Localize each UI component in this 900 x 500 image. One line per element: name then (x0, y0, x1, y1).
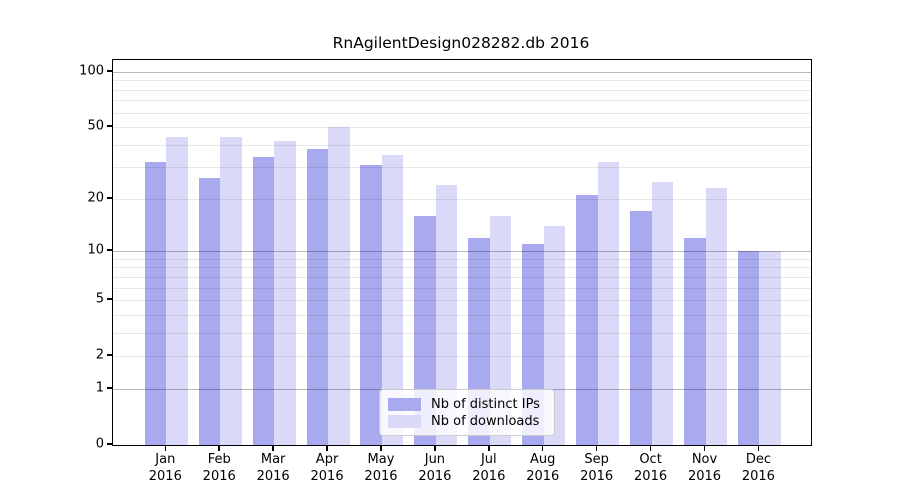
bar-distinct-ips-sep (576, 195, 598, 445)
gridline-y-30 (113, 167, 811, 169)
gridline-y-70 (113, 100, 811, 102)
y-tick-50 (107, 125, 112, 127)
y-tick-1 (107, 387, 112, 389)
x-tick-label-feb: Feb 2016 (202, 452, 236, 484)
y-tick-100 (107, 70, 112, 72)
bar-downloads-dec (759, 251, 781, 445)
legend-swatch-downloads-icon (388, 414, 421, 428)
x-tick-may (380, 445, 382, 451)
y-tick-5 (107, 298, 112, 300)
x-tick-mar (272, 445, 274, 451)
y-tick-label-50: 50 (87, 118, 104, 134)
x-tick-jan (164, 445, 167, 451)
y-tick-label-10: 10 (87, 242, 104, 258)
bar-downloads-jul (489, 215, 512, 445)
gridline-y-7 (113, 276, 811, 278)
gridline-y-60 (113, 112, 811, 114)
y-tick-label-5: 5 (95, 291, 104, 307)
legend-item-downloads: Nb of downloads (388, 413, 546, 429)
bar-distinct-ips-jun (414, 215, 436, 445)
y-tick-2 (107, 354, 112, 356)
x-tick-label-jan: Jan 2016 (148, 452, 182, 484)
bar-downloads-feb (220, 137, 242, 445)
bar-distinct-ips-dec (737, 251, 760, 445)
bar-downloads-may (381, 155, 404, 445)
bar-downloads-nov (705, 188, 727, 445)
x-tick-dec (757, 445, 760, 451)
y-tick-20 (107, 197, 112, 199)
x-tick-label-jun: Jun 2016 (418, 452, 452, 484)
bar-distinct-ips-oct (630, 211, 652, 445)
x-tick-label-may: May 2016 (364, 452, 398, 484)
x-tick-sep (595, 445, 598, 451)
x-tick-label-dec: Dec 2016 (741, 452, 775, 484)
bar-distinct-ips-nov (684, 237, 706, 445)
y-tick-label-1: 1 (95, 380, 104, 396)
x-tick-aug (541, 445, 544, 451)
y-tick-label-0: 0 (95, 436, 104, 452)
bar-downloads-apr (328, 127, 350, 445)
x-tick-label-apr: Apr 2016 (310, 452, 344, 484)
x-tick-nov (703, 445, 706, 451)
legend-item-distinct-ips: Nb of distinct IPs (388, 396, 546, 412)
y-tick-label-2: 2 (95, 347, 104, 363)
bar-distinct-ips-feb (198, 178, 221, 445)
y-tick-label-20: 20 (87, 190, 104, 206)
gridline-y-9 (113, 258, 811, 260)
bar-distinct-ips-may (360, 164, 382, 445)
gridline-y-20 (113, 198, 811, 200)
gridline-y-8 (113, 267, 811, 269)
bar-downloads-mar (274, 140, 296, 445)
x-tick-feb (218, 445, 220, 451)
gridline-y-80 (113, 89, 811, 91)
gridline-y-3 (113, 332, 811, 334)
gridline-y-2 (113, 356, 811, 358)
x-tick-label-oct: Oct 2016 (634, 452, 668, 484)
x-tick-jun (434, 445, 436, 451)
bar-distinct-ips-jan (144, 162, 167, 445)
gridline-y-10 (113, 251, 811, 253)
x-tick-apr (326, 445, 328, 451)
y-tick-label-100: 100 (79, 63, 104, 79)
legend-swatch-distinct-ips-icon (388, 397, 421, 411)
y-tick-10 (107, 249, 112, 251)
gridline-y-40 (113, 144, 811, 146)
legend-label-distinct-ips: Nb of distinct IPs (431, 396, 540, 412)
chart-title: RnAgilentDesign028282.db 2016 (332, 34, 590, 52)
legend-label-downloads: Nb of downloads (431, 413, 540, 429)
x-tick-oct (649, 445, 652, 451)
bar-distinct-ips-apr (306, 148, 329, 445)
gridline-y-50 (113, 127, 811, 129)
gridline-y-100 (113, 71, 811, 73)
plot-area: Nb of distinct IPs Nb of downloads (112, 59, 812, 446)
bar-downloads-oct (651, 181, 674, 445)
bar-downloads-jun (435, 184, 458, 445)
x-tick-label-sep: Sep 2016 (580, 452, 614, 484)
gridline-y-4 (113, 314, 811, 316)
gridline-y-90 (113, 80, 811, 82)
x-tick-label-aug: Aug 2016 (526, 452, 560, 484)
gridline-y-6 (113, 287, 811, 289)
bar-distinct-ips-mar (252, 157, 275, 445)
x-tick-jul (488, 445, 490, 451)
legend: Nb of distinct IPs Nb of downloads (379, 389, 555, 436)
bar-downloads-sep (597, 162, 620, 445)
bar-downloads-jan (166, 137, 188, 445)
x-tick-label-nov: Nov 2016 (687, 452, 722, 484)
x-tick-label-mar: Mar 2016 (256, 452, 290, 484)
x-tick-label-jul: Jul 2016 (472, 452, 506, 484)
y-tick-0 (107, 443, 112, 445)
gridline-y-5 (113, 300, 811, 302)
